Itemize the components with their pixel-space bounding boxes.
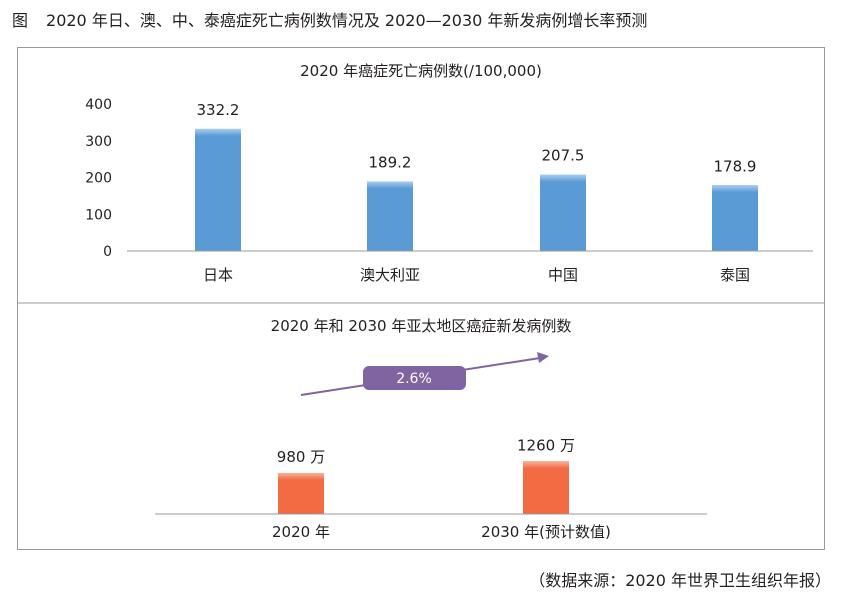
- bar-highlight-0: [195, 128, 241, 136]
- bar-value-label-3: 178.9: [714, 157, 757, 175]
- y-tick-label-1: 100: [85, 207, 112, 223]
- y-tick-label-4: 400: [85, 97, 112, 113]
- bar-highlight-1: [523, 461, 569, 469]
- bar-highlight-1: [367, 181, 413, 189]
- chart-svg: 2020 年癌症死亡病例数(/100,000) 0 100 200 300 400 33…: [18, 62, 824, 541]
- bar-1: [367, 181, 413, 251]
- bar-0: [195, 128, 241, 251]
- figure-title-text: 2020 年日、澳、中、泰癌症死亡病例数情况及 2020—2030 年新发病例增…: [46, 11, 648, 30]
- growth-annotation: 2.6%: [300, 352, 549, 396]
- bottom-x-axis: 2020 年 2030 年(预计数值): [272, 523, 611, 541]
- bar-highlight-0: [278, 473, 324, 480]
- bottom-chart-title: 2020 年和 2030 年亚太地区癌症新发病例数: [271, 317, 572, 335]
- x-tick-label-2: 中国: [548, 266, 578, 284]
- x-tick-label-3: 泰国: [720, 266, 750, 284]
- y-tick-label-3: 300: [85, 134, 112, 150]
- bar-value-label-1: 1260 万: [517, 436, 575, 454]
- y-tick-label-2: 200: [85, 171, 112, 187]
- figure-title: 图 2020 年日、澳、中、泰癌症死亡病例数情况及 2020—2030 年新发病例…: [12, 7, 647, 31]
- x-tick-label-1: 澳大利亚: [360, 266, 420, 284]
- top-x-axis: 日本 澳大利亚 中国 泰国: [203, 266, 750, 284]
- top-y-axis: 0 100 200 300 400: [85, 97, 112, 260]
- bar-value-label-1: 189.2: [369, 153, 412, 171]
- top-bars: 332.2 189.2 207.5 178.9: [195, 101, 758, 251]
- bar-2: [540, 174, 586, 251]
- x-tick-label-0: 2020 年: [272, 523, 330, 541]
- growth-rate-label: 2.6%: [396, 371, 432, 387]
- figure-label: 图: [12, 11, 29, 30]
- bar-3: [712, 185, 758, 251]
- growth-rate-badge: [363, 366, 466, 390]
- x-tick-label-1: 2030 年(预计数值): [481, 523, 611, 541]
- bar-value-label-0: 980 万: [277, 448, 325, 466]
- growth-arrow-head: [537, 352, 549, 363]
- top-chart-title: 2020 年癌症死亡病例数(/100,000): [300, 62, 542, 80]
- x-tick-label-0: 日本: [203, 266, 233, 284]
- chart-panel: 2020 年癌症死亡病例数(/100,000) 0 100 200 300 400 33…: [17, 47, 825, 550]
- bar-highlight-2: [540, 174, 586, 182]
- y-tick-label-0: 0: [103, 244, 112, 260]
- bar-value-label-2: 207.5: [542, 147, 585, 165]
- source-note: （数据来源：2020 年世界卫生组织年报）: [529, 571, 831, 590]
- bar-highlight-3: [712, 185, 758, 193]
- bottom-bars: 980 万 1260 万: [277, 436, 575, 514]
- bar-value-label-0: 332.2: [197, 101, 240, 119]
- bar-1: [523, 461, 569, 514]
